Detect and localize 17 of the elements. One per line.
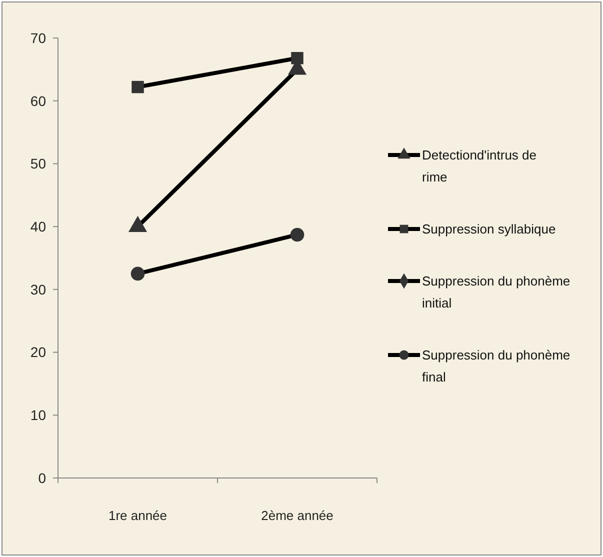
y-tick-label: 40 [30, 218, 46, 234]
y-tick-label: 50 [30, 156, 46, 172]
y-tick-label: 0 [38, 470, 46, 486]
y-tick-label: 70 [30, 30, 46, 46]
y-tick-label: 30 [30, 281, 46, 298]
point [130, 266, 145, 281]
y-tick-label: 10 [30, 407, 46, 424]
x-tick-label: 2ème année [261, 508, 334, 523]
x-tick-label: 1re année [108, 508, 168, 523]
legend-label: Suppression du phonème initial [422, 274, 570, 311]
y-tick-label: 20 [30, 344, 46, 360]
point [290, 228, 304, 242]
point [132, 80, 144, 94]
legend-label: Suppression syllabique [422, 222, 556, 237]
y-tick-label: 60 [30, 92, 46, 109]
legend-label: Suppression du phonème final [422, 348, 570, 385]
legend-label: Detectiond'intrus de rime [422, 148, 536, 185]
